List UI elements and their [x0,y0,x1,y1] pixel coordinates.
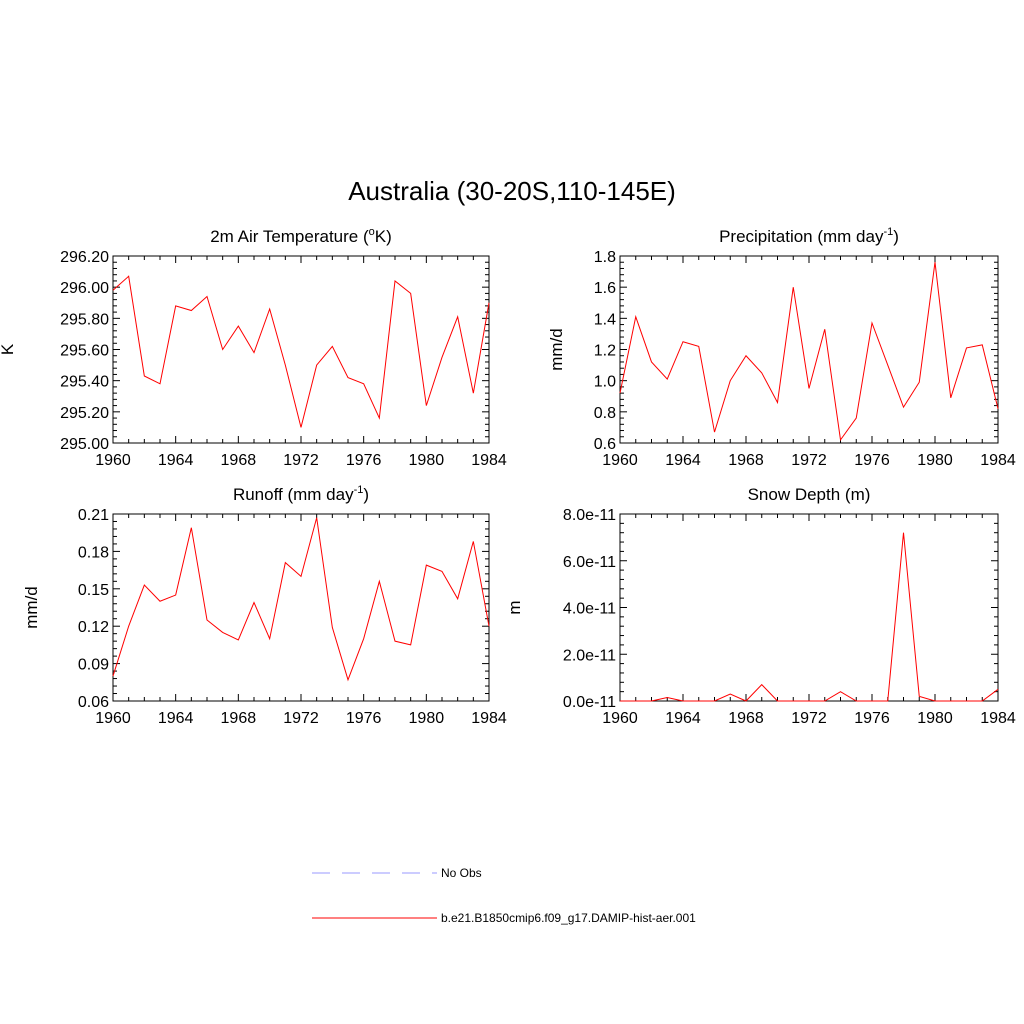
y-tick-label: 6.0e-11 [563,554,616,571]
y-tick-label: 0.8 [594,405,616,422]
x-tick-label: 1968 [728,452,764,469]
x-tick-label: 1972 [283,452,319,469]
y-tick-label: 296.00 [60,280,109,297]
series-line [112,517,490,682]
x-tick-label: 1960 [95,452,131,469]
x-tick-label: 1964 [158,452,194,469]
chart-panel-3: 1960 1964 1968 1972 1976 1980 1984 0.06 0.09 0.12… [22,484,507,727]
y-axis-label: mm/d [547,328,566,371]
legend-label: No Obs [441,866,482,880]
legend-entry-2: b.e21.B1850cmip6.f09_g17.DAMIP-hist-aer.… [312,911,696,925]
y-tick-label: 1.0 [594,374,616,391]
y-tick-label: 2.0e-11 [563,647,616,664]
x-tick-label: 1980 [409,452,445,469]
panel-title: Precipitation (mm day-1) [719,226,899,246]
plot-frame [619,255,999,444]
x-tick-label: 1960 [95,710,131,727]
plot-frame [619,513,999,702]
chart-panel-4: 1960 1964 1968 1972 1976 1980 1984 0.0e-11 2.0e-… [505,485,1016,727]
y-tick-label: 1.2 [594,343,616,360]
x-tick-label: 1972 [791,452,827,469]
y-tick-label: 295.00 [60,436,109,453]
chart-panels: 1960 1964 1968 1972 1976 1980 1984 295.00 295.20… [0,226,1016,727]
x-tick-label: 1976 [346,452,382,469]
y-tick-label: 1.6 [594,280,616,297]
x-tick-label: 1972 [791,710,827,727]
series-line [620,532,999,702]
chart-panel-2: 1960 1964 1968 1972 1976 1980 1984 0.6 0.8 1.0 1.2… [547,226,1016,469]
y-tick-label: 1.8 [594,249,616,266]
legend: No Obs b.e21.B1850cmip6.f09_g17.DAMIP-his… [312,866,696,925]
x-tick-label: 1976 [346,710,382,727]
y-tick-label: 295.20 [60,405,109,422]
x-tick-label: 1976 [854,452,890,469]
figure-title: Australia (30-20S,110-145E) [348,176,676,206]
x-tick-label: 1984 [471,710,507,727]
plot-frame [112,513,490,702]
chart-panel-1: 1960 1964 1968 1972 1976 1980 1984 295.00 295.20… [0,226,507,469]
y-tick-label: 1.4 [594,311,616,328]
series-line [112,275,490,428]
y-tick-label: 0.21 [78,507,109,524]
y-tick-label: 8.0e-11 [563,507,616,524]
y-tick-label: 296.20 [60,249,109,266]
x-tick-label: 1984 [980,710,1016,727]
x-tick-label: 1960 [602,710,638,727]
x-tick-label: 1960 [602,452,638,469]
y-tick-label: 4.0e-11 [563,601,616,618]
panel-title: Runoff (mm day-1) [233,484,369,504]
panel-title: Snow Depth (m) [748,485,871,504]
x-tick-label: 1968 [221,452,257,469]
y-tick-label: 295.80 [60,311,109,328]
x-tick-label: 1984 [471,452,507,469]
y-axis-label: mm/d [22,586,41,629]
y-tick-label: 0.18 [78,544,109,561]
series-line [619,262,999,442]
legend-label: b.e21.B1850cmip6.f09_g17.DAMIP-hist-aer.… [441,911,696,925]
x-tick-label: 1964 [665,452,701,469]
y-tick-label: 0.15 [78,582,109,599]
y-tick-label: 0.06 [78,694,109,711]
y-tick-label: 295.60 [60,343,109,360]
y-tick-label: 0.09 [78,657,109,674]
x-tick-label: 1972 [283,710,319,727]
y-tick-label: 295.40 [60,374,109,391]
x-tick-label: 1976 [854,710,890,727]
x-tick-label: 1984 [980,452,1016,469]
x-tick-label: 1964 [158,710,194,727]
y-tick-label: 0.6 [594,436,616,453]
x-tick-label: 1964 [665,710,701,727]
y-tick-label: 0.12 [78,619,109,636]
x-tick-label: 1980 [917,710,953,727]
panel-title: 2m Air Temperature (oK) [210,226,392,246]
plot-frame [112,255,490,444]
x-tick-label: 1980 [409,710,445,727]
y-tick-label: 0.0e-11 [563,694,616,711]
x-tick-label: 1968 [221,710,257,727]
y-axis-label: m [505,600,524,614]
legend-entry-1: No Obs [312,866,482,880]
x-tick-label: 1968 [728,710,764,727]
x-tick-label: 1980 [917,452,953,469]
y-axis-label: K [0,343,17,355]
